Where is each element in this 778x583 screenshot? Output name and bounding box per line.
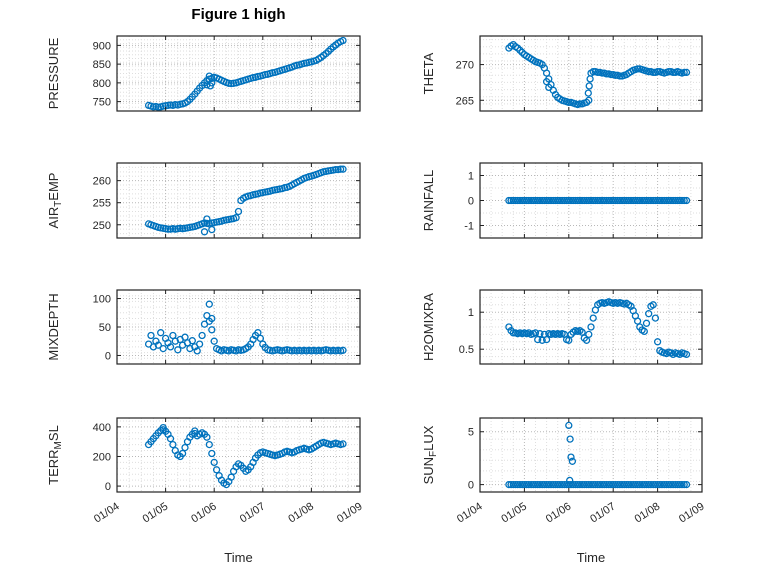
h2omixra-ytick-label: 1 (468, 307, 474, 319)
pressure-axes-layer (116, 35, 361, 112)
mixdepth-chart-canvas: 0 50 100 MIXDEPTH (46, 289, 361, 365)
sun_flux-axes-layer (479, 417, 703, 493)
rainfall-ytick-label: -1 (464, 221, 474, 233)
mixdepth-ytick-label: 100 (93, 294, 111, 306)
mixdepth-ytick-label: 50 (99, 322, 111, 334)
terr_msl-axes-layer (116, 417, 361, 493)
terr_msl-ylabel: TERRMSL (46, 425, 64, 485)
sun_flux-xlabel: Time (577, 550, 605, 565)
mixdepth-ylabel: MIXDEPTH (46, 293, 61, 360)
sun_flux-xtick-label: 01/09 (677, 500, 707, 525)
rainfall-chart-canvas: -1 0 1 RAINFALL (421, 162, 703, 239)
subplot-theta: 265 270 THETA (413, 28, 719, 123)
subplot-h2omixra: 0.5 1 H2OMIXRA (413, 282, 719, 376)
mixdepth-axes-layer (116, 289, 361, 365)
h2omixra-chart-canvas: 0.5 1 H2OMIXRA (421, 289, 703, 365)
rainfall-grid-layer (480, 163, 702, 238)
sun_flux-chart-canvas: 0 5 SUNFLUX 01/04 01/05 01/06 01/07 01/08 01/09 T… (421, 417, 707, 565)
subplot-mixdepth: 0 50 100 MIXDEPTH (38, 282, 376, 376)
air_temp-ytick-label: 260 (93, 176, 111, 188)
terr_msl-chart-canvas: 0 200 400 TERRMSL 01/04 01/05 01/06 01/07 01/08 0… (46, 417, 365, 565)
mixdepth-markers-layer (144, 300, 347, 355)
h2omixra-axes-layer (479, 289, 703, 365)
air_temp-markers-layer (144, 165, 347, 236)
theta-ytick-label: 270 (456, 60, 474, 72)
h2omixra-markers-layer (505, 298, 691, 359)
sun_flux-xtick-label: 01/05 (499, 500, 529, 525)
subplot-air-temp: 250 255 260 AIRTEMP (38, 155, 376, 250)
sun_flux-ytick-label: 5 (468, 427, 474, 439)
mixdepth-grid-layer (117, 290, 360, 364)
pressure-chart-canvas: 750 800 850 900 PRESSURE (46, 35, 361, 112)
pressure-grid-layer (117, 36, 360, 111)
terr_msl-xtick-label: 01/09 (335, 500, 365, 525)
pressure-ytick-label: 900 (93, 40, 111, 52)
pressure-ytick-label: 750 (93, 97, 111, 109)
terr_msl-markers-layer (144, 423, 347, 489)
rainfall-axes-layer (479, 162, 703, 239)
theta-markers-layer (505, 40, 691, 109)
sun_flux-xtick-label: 01/07 (588, 500, 618, 525)
terr_msl-xtick-label: 01/07 (238, 500, 268, 525)
pressure-markers-layer (144, 36, 347, 111)
theta-chart-canvas: 265 270 THETA (421, 35, 703, 112)
rainfall-markers-layer (505, 196, 691, 205)
rainfall-ytick-label: 1 (468, 171, 474, 183)
mixdepth-ytick-label: 0 (105, 350, 111, 362)
terr_msl-ytick-label: 400 (93, 422, 111, 434)
subplot-sun-flux: 0 5 SUNFLUX 01/04 01/05 01/06 01/07 01/08 01/09 T… (413, 410, 719, 582)
terr_msl-ytick-label: 200 (93, 451, 111, 463)
sun_flux-markers-layer (505, 421, 691, 489)
pressure-ylabel: PRESSURE (46, 37, 61, 109)
terr_msl-ytick-label: 0 (105, 481, 111, 493)
air_temp-ytick-label: 250 (93, 220, 111, 232)
sun_flux-ylabel: SUNFLUX (421, 425, 439, 484)
sun_flux-xtick-label: 01/04 (455, 500, 485, 525)
sun_flux-xtick-label: 01/06 (544, 500, 574, 525)
air_temp-chart-canvas: 250 255 260 AIRTEMP (46, 162, 361, 239)
air_temp-ytick-label: 255 (93, 198, 111, 210)
sun_flux-ytick-label: 0 (468, 480, 474, 492)
subplot-pressure: 750 800 850 900 PRESSURE (38, 28, 376, 123)
terr_msl-grid-layer (117, 418, 360, 492)
h2omixra-grid-layer (480, 290, 702, 364)
rainfall-ylabel: RAINFALL (421, 170, 436, 231)
terr_msl-xtick-label: 01/05 (141, 500, 171, 525)
theta-ylabel: THETA (421, 52, 436, 94)
terr_msl-xtick-label: 01/06 (189, 500, 219, 525)
rainfall-ytick-label: 0 (468, 196, 474, 208)
pressure-ytick-label: 850 (93, 59, 111, 71)
subplot-terr-msl: 0 200 400 TERRMSL 01/04 01/05 01/06 01/07 01/08 0… (38, 410, 376, 582)
theta-ytick-label: 265 (456, 95, 474, 107)
sun_flux-xtick-label: 01/08 (633, 500, 663, 525)
theta-axes-layer (479, 35, 703, 112)
air_temp-axes-layer (116, 162, 361, 239)
subplot-rainfall: -1 0 1 RAINFALL (413, 155, 719, 250)
pressure-ytick-label: 800 (93, 78, 111, 90)
air_temp-ylabel: AIRTEMP (46, 173, 64, 229)
sun_flux-grid-layer (480, 418, 702, 492)
h2omixra-ylabel: H2OMIXRA (421, 293, 436, 361)
terr_msl-xtick-label: 01/04 (92, 500, 122, 525)
terr_msl-xtick-label: 01/08 (286, 500, 316, 525)
terr_msl-xlabel: Time (224, 550, 252, 565)
figure-title: Figure 1 high (191, 6, 286, 23)
h2omixra-ytick-label: 0.5 (459, 344, 474, 356)
